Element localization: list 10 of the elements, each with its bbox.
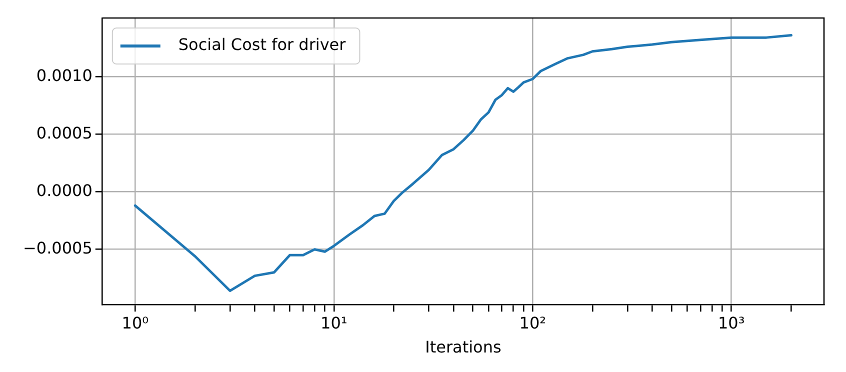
y-tick-label: 0.0005 [36, 123, 92, 142]
y-tick-label: 0.0010 [36, 66, 92, 85]
x-axis-title: Iterations [425, 338, 502, 357]
x-tick-label: 10² [519, 313, 546, 332]
y-tick-label: −0.0005 [23, 238, 92, 258]
x-tick-label: 10³ [718, 313, 745, 332]
y-tick-label: 0.0000 [36, 180, 92, 200]
x-tick-label: 10⁰ [122, 313, 149, 332]
x-tick-label: 10¹ [320, 313, 348, 332]
legend-label: Social Cost for driver [178, 35, 346, 54]
